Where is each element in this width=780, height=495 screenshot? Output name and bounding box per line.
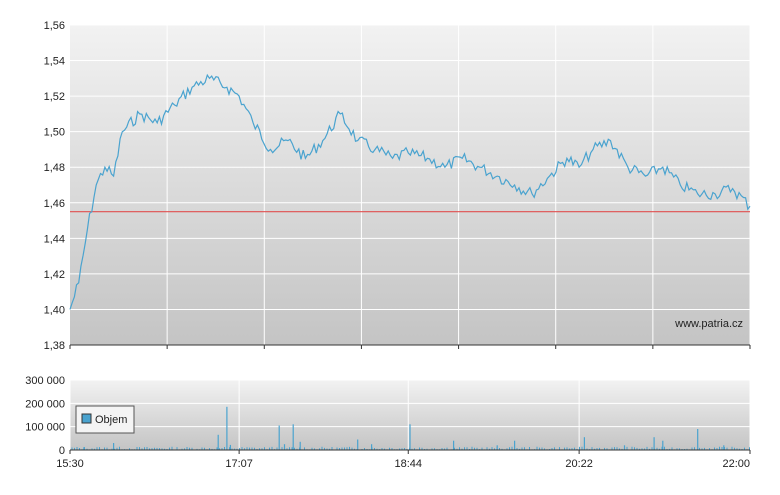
price-tick-label: 1,48	[44, 162, 65, 174]
price-tick-label: 1,46	[44, 198, 65, 210]
time-tick-label: 22:00	[722, 458, 750, 470]
price-plot-area	[70, 25, 750, 345]
price-tick-label: 1,38	[44, 340, 65, 352]
volume-tick-label: 0	[59, 445, 65, 457]
time-tick-label: 20:22	[565, 458, 593, 470]
price-tick-label: 1,44	[44, 233, 65, 245]
price-tick-label: 1,52	[44, 91, 65, 103]
time-tick-label: 18:44	[394, 458, 422, 470]
price-tick-label: 1,40	[44, 304, 65, 316]
price-tick-label: 1,42	[44, 269, 65, 281]
volume-legend: Objem	[76, 406, 134, 433]
volume-tick-label: 200 000	[25, 398, 65, 410]
legend-label: Objem	[95, 414, 127, 426]
legend-swatch	[82, 414, 91, 423]
price-panel: 1,38 1,40 1,42 1,44 1,46 1,48 1,50 1,52 1,54 1,56	[44, 20, 750, 352]
volume-tick-label: 100 000	[25, 422, 65, 434]
price-tick-label: 1,50	[44, 127, 65, 139]
watermark: www.patria.cz	[674, 318, 743, 330]
time-tick-label: 15:30	[56, 458, 84, 470]
time-tick-label: 17:07	[225, 458, 253, 470]
price-tick-label: 1,54	[44, 56, 65, 68]
volume-tick-label: 300 000	[25, 375, 65, 387]
price-tick-label: 1,56	[44, 20, 65, 32]
